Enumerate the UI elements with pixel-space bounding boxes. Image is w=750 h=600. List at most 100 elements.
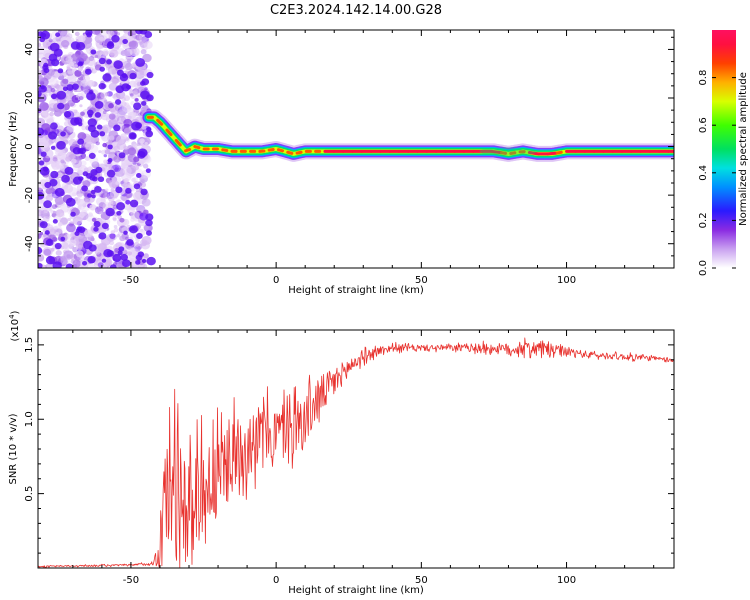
noise-blob — [55, 80, 60, 85]
noise-blob-dark — [87, 255, 96, 264]
noise-blob-dark — [145, 213, 154, 221]
noise-blob — [84, 198, 91, 205]
noise-blob — [63, 233, 73, 243]
noise-blob-dark — [99, 66, 106, 72]
noise-blob — [102, 110, 107, 115]
noise-blob — [43, 209, 48, 214]
noise-blob-dark — [65, 263, 74, 268]
spectrogram-panel: -50 0 50 100 -40 -20 0 20 40 Height of straight … — [8, 29, 675, 296]
noise-blob — [59, 212, 65, 218]
ridge-core-segment — [276, 148, 285, 153]
noise-blob — [94, 30, 103, 36]
noise-blob — [79, 104, 83, 108]
noise-blob-dark — [94, 185, 102, 193]
noise-blob — [72, 111, 81, 119]
noise-blob-dark — [137, 151, 146, 159]
noise-blob — [97, 262, 104, 268]
noise-blob-dark — [84, 68, 92, 75]
noise-blob — [120, 180, 124, 185]
noise-blob-dark — [96, 124, 103, 130]
noise-blob — [42, 93, 48, 99]
noise-blob — [91, 30, 101, 35]
noise-blob — [54, 196, 65, 205]
noise-blob — [38, 181, 45, 191]
noise-blob — [38, 74, 43, 80]
noise-blob — [49, 234, 57, 241]
noise-blob — [70, 158, 77, 164]
noise-blob — [57, 222, 63, 227]
noise-blob — [97, 243, 107, 252]
noise-blob-dark — [98, 82, 106, 90]
snr-y-tick-label: 1.0 — [24, 411, 35, 427]
snr-x-tick-label: -50 — [123, 575, 139, 586]
noise-blob-dark — [97, 176, 105, 183]
noise-blob — [116, 234, 121, 238]
noise-blob — [138, 180, 144, 186]
noise-blob-dark — [133, 102, 142, 110]
noise-blob-dark — [145, 219, 153, 227]
noise-blob — [136, 204, 146, 214]
noise-blob-dark — [122, 259, 131, 268]
noise-blob — [129, 88, 133, 92]
noise-blob — [50, 87, 56, 93]
noise-blob-dark — [129, 72, 137, 80]
noise-blob — [84, 156, 90, 161]
noise-blob-dark — [88, 152, 96, 160]
noise-blob — [65, 102, 70, 106]
snr-y-multiplier: (x104) — [8, 310, 21, 341]
noise-blob — [48, 118, 54, 123]
noise-blob — [127, 147, 137, 156]
noise-blob — [38, 206, 48, 214]
noise-blob-dark — [48, 53, 58, 62]
ridge-core-segment — [509, 151, 517, 155]
noise-blob — [125, 199, 131, 205]
spectrogram-y-tick-label: 20 — [24, 92, 35, 105]
noise-blob-dark — [115, 186, 123, 194]
noise-blob-dark — [40, 151, 47, 157]
spectrogram-axes: -50 0 50 100 -40 -20 0 20 40 — [24, 30, 674, 286]
noise-blob — [78, 95, 84, 101]
noise-blob — [110, 230, 115, 235]
noise-blob-dark — [43, 67, 50, 73]
noise-blob-dark — [119, 73, 129, 82]
noise-blob — [80, 121, 87, 127]
noise-blob — [140, 49, 147, 55]
noise-blob-dark — [60, 236, 66, 242]
noise-blob — [132, 89, 141, 97]
spectrogram-x-tick-label: 0 — [273, 275, 279, 286]
noise-blob — [87, 212, 93, 217]
noise-blob — [52, 157, 58, 162]
noise-blob-dark — [56, 140, 66, 150]
noise-blob-dark — [52, 219, 58, 224]
noise-blob-dark — [63, 110, 72, 118]
ridge-band-green — [144, 113, 674, 158]
spectrogram-x-axis-label: Height of straight line (km) — [288, 285, 424, 296]
noise-blob — [60, 30, 70, 39]
noise-blob-dark — [87, 118, 98, 127]
noise-blob — [87, 80, 95, 87]
noise-blob — [103, 154, 108, 158]
noise-blob — [55, 250, 62, 256]
noise-blob — [116, 109, 126, 118]
noise-blob-dark — [122, 38, 128, 44]
noise-blob-dark — [86, 193, 92, 198]
noise-blob-dark — [45, 238, 54, 247]
noise-blob-dark — [87, 124, 96, 133]
colorbar-tick-label: 0.8 — [698, 70, 709, 86]
noise-blob-dark — [133, 183, 141, 190]
noise-blob — [65, 156, 71, 162]
noise-blob-dark — [107, 144, 113, 150]
noise-blob — [103, 159, 109, 164]
noise-blob — [112, 216, 117, 221]
noise-blob — [131, 177, 136, 182]
noise-blob — [143, 253, 149, 259]
noise-blob — [142, 53, 152, 63]
noise-blob — [119, 217, 125, 223]
noise-blob-dark — [60, 131, 66, 137]
noise-blob-dark — [117, 250, 123, 256]
noise-blob-dark — [49, 178, 58, 187]
noise-blob-dark — [71, 83, 79, 90]
noise-blob — [104, 92, 110, 97]
noise-blob — [140, 161, 145, 165]
noise-blob — [95, 141, 100, 146]
